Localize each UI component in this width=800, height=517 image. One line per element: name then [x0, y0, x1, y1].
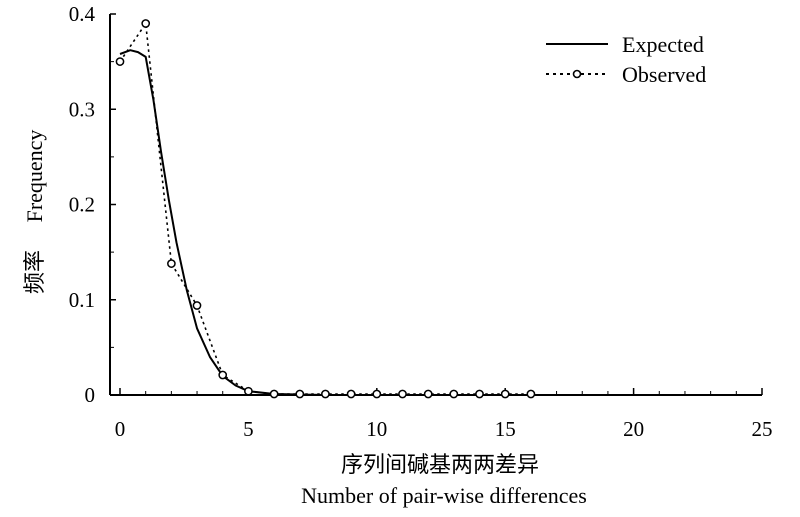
series-layer — [115, 19, 762, 399]
data-point-observed-6 — [269, 389, 279, 399]
data-point-observed-2 — [167, 259, 176, 268]
y-axis-title: 频率 Frequency — [22, 130, 47, 294]
x-tick-label-10: 10 — [366, 417, 387, 441]
data-point-observed-0 — [115, 57, 125, 66]
data-point-observed-11 — [398, 389, 407, 399]
data-point-observed-4 — [218, 370, 228, 380]
y-ticks: 0 0.1 0.2 0.3 0.4 — [69, 2, 116, 407]
data-point-observed-10 — [372, 389, 382, 399]
y-axis-title-cn: 频率 — [22, 250, 47, 294]
y-axis-title-en: Frequency — [22, 130, 47, 223]
x-axis-title-cn: 序列间碱基两两差异 — [341, 452, 539, 477]
data-point-observed-13 — [449, 389, 459, 399]
legend-observed-marker — [572, 69, 582, 79]
data-point-observed-16 — [526, 389, 536, 399]
x-tick-label-15: 15 — [495, 417, 516, 441]
x-tick-label-0: 0 — [115, 417, 126, 441]
y-tick-label-0.1: 0.1 — [69, 288, 95, 312]
y-tick-label-0: 0 — [85, 383, 96, 407]
legend-observed-label: Observed — [622, 62, 706, 87]
legend-expected-label: Expected — [622, 32, 704, 57]
data-point-observed-9 — [346, 389, 356, 399]
data-point-observed-14 — [475, 389, 484, 399]
x-tick-label-25: 25 — [752, 417, 773, 441]
data-point-observed-3 — [192, 301, 202, 310]
y-tick-label-0.2: 0.2 — [69, 193, 95, 217]
y-tick-label-0.4: 0.4 — [69, 2, 96, 26]
x-tick-label-20: 20 — [623, 417, 644, 441]
data-point-observed-1 — [141, 19, 151, 28]
legend: Expected Observed — [546, 32, 706, 87]
data-point-observed-5 — [244, 386, 253, 396]
data-point-observed-8 — [321, 389, 330, 399]
series-line-expected — [119, 49, 762, 396]
y-tick-label-0.3: 0.3 — [69, 97, 95, 121]
data-point-observed-15 — [500, 389, 510, 399]
data-point-observed-12 — [423, 389, 433, 399]
x-axis-title-en: Number of pair-wise differences — [301, 483, 587, 508]
series-line-observed — [119, 22, 531, 395]
x-tick-label-5: 5 — [243, 417, 254, 441]
data-point-observed-7 — [295, 389, 305, 399]
